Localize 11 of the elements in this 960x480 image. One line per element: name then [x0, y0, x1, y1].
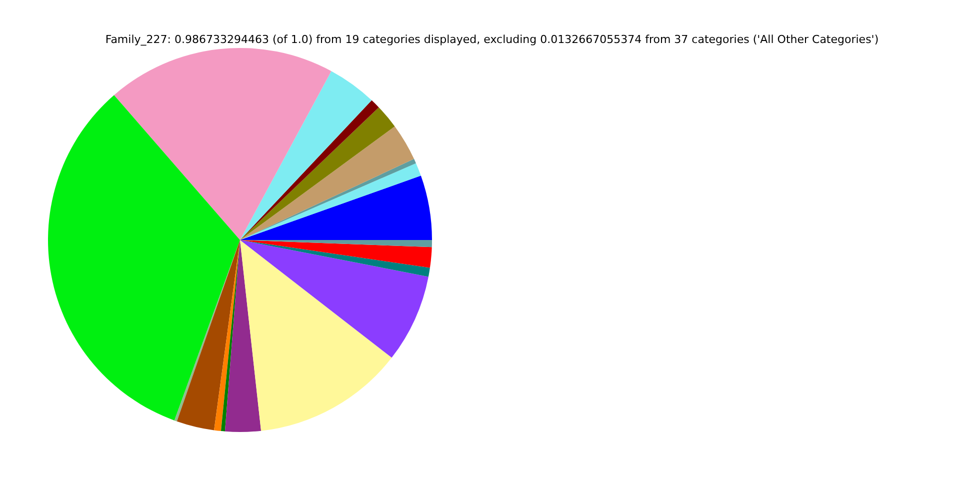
text: Family_227: 0.986733294463 (of 1.0) from 19 categories displayed, excluding 0.0132667055374 from 37 categories ('All Other Categories'): [105, 33, 879, 46]
pie-slice: [240, 240, 392, 431]
pie-slice: [240, 126, 414, 240]
pie-slice: [240, 240, 432, 268]
pie-slice: [240, 176, 432, 240]
pie-slice: [48, 95, 240, 420]
pie-slice: [224, 240, 262, 432]
pie-slice: [114, 48, 332, 240]
pie-slice: [220, 240, 240, 432]
pie-slice: [240, 240, 428, 358]
pie-slice: [214, 240, 240, 432]
